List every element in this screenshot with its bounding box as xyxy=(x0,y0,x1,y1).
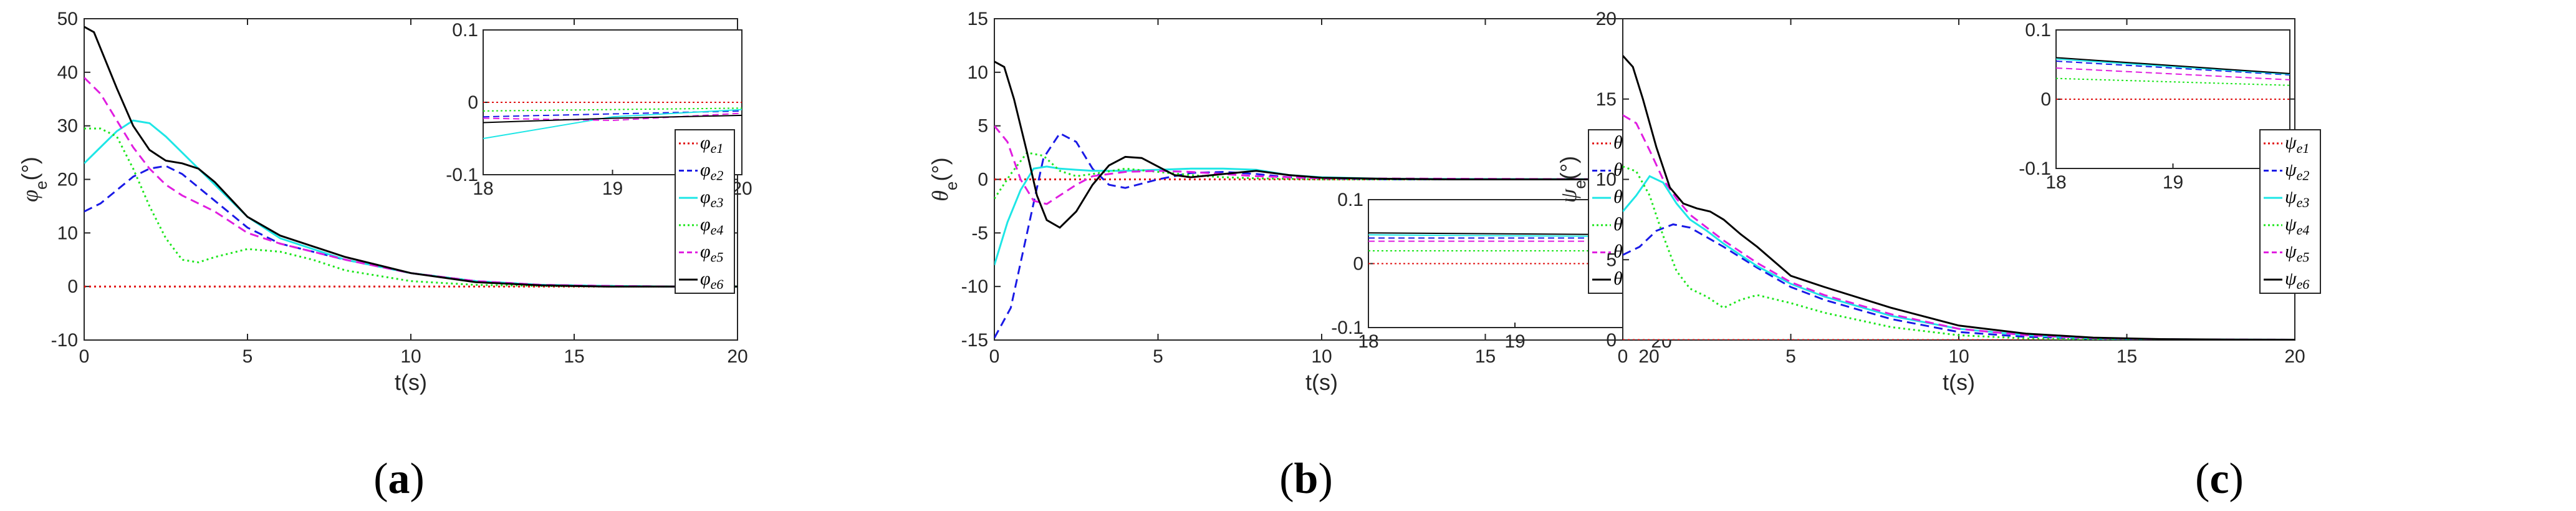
inset-y-tick-label: 0 xyxy=(2040,89,2051,110)
x-tick-label: 0 xyxy=(79,346,90,367)
series-line-e4 xyxy=(994,151,1649,200)
panel-caption: (c) xyxy=(2195,455,2244,503)
legend-entry-e1: φe1 xyxy=(700,132,723,156)
inset-x-tick-label: 19 xyxy=(2163,172,2183,193)
legend: φe1 φe2 φe3 φe4 φe5 φe6 xyxy=(675,129,735,294)
y-tick-label: 20 xyxy=(57,170,78,190)
x-tick-label: 10 xyxy=(400,346,421,367)
x-tick-label: 5 xyxy=(1785,346,1796,367)
panel-caption: (b) xyxy=(1279,455,1333,503)
inset-series-line-e4 xyxy=(483,107,742,112)
x-tick-label: 20 xyxy=(2284,346,2305,367)
legend-entry-e3: φe3 xyxy=(700,187,723,210)
panel-caption: (a) xyxy=(373,455,425,503)
inset-series-line-e6 xyxy=(483,114,742,124)
inset-x-tick-label: 18 xyxy=(473,178,493,199)
inset-area xyxy=(2055,29,2290,169)
inset-y-tick-label: 0.1 xyxy=(2025,20,2051,41)
x-axis-label: t(s) xyxy=(1943,369,1975,395)
inset-x-tick-label: 19 xyxy=(602,178,623,199)
legend-entry-e3: ψe3 xyxy=(2285,187,2309,210)
inset-y-tick-label: -0.1 xyxy=(1331,318,1363,338)
series-line-e6 xyxy=(994,61,1649,229)
x-tick-label: 0 xyxy=(989,346,1000,367)
legend-entry-e6: ψe6 xyxy=(2285,268,2309,292)
y-tick-label: 15 xyxy=(968,9,988,29)
inset-y-tick-label: 0 xyxy=(468,92,478,113)
inset-x-tick-label: 18 xyxy=(1358,331,1378,352)
inset-y-tick-label: 0.1 xyxy=(452,20,478,41)
inset-series-line-e5 xyxy=(483,112,742,122)
legend-entry-e4: φe4 xyxy=(700,214,723,238)
y-axis-label: φe(°) xyxy=(17,157,50,202)
inset-x-tick-label: 19 xyxy=(1504,331,1525,352)
legend: ψe1 ψe2 ψe3 ψe4 ψe5 ψe6 xyxy=(2259,129,2321,294)
inset-y-tick-label: -0.1 xyxy=(2019,158,2051,179)
series-line-e5 xyxy=(994,125,1649,205)
x-tick-label: 15 xyxy=(2117,346,2137,367)
inset-series-line-e6 xyxy=(2056,57,2290,74)
y-tick-label: 40 xyxy=(57,62,78,83)
y-tick-label: 15 xyxy=(1596,89,1617,110)
x-tick-label: 20 xyxy=(1638,346,1659,367)
chart-panel-c: 0 5 10 15 20 0 5 10 15 20 t(s) ψe(°) 18 19 20 -0.1 0 0.1 ψ… xyxy=(1555,9,2321,503)
y-tick-label: -5 xyxy=(971,223,988,243)
y-tick-label: 30 xyxy=(57,116,78,137)
inset-y-tick-label: 0.1 xyxy=(1337,190,1363,210)
legend-box xyxy=(2259,129,2321,294)
x-tick-label: 10 xyxy=(1311,346,1332,367)
inset-series-line-e5 xyxy=(2056,67,2290,80)
x-tick-label: 0 xyxy=(1618,346,1628,367)
y-tick-label: -10 xyxy=(961,276,988,297)
inset-series-line-e3 xyxy=(483,109,742,139)
y-tick-label: 20 xyxy=(1596,9,1617,29)
y-tick-label: 5 xyxy=(1606,250,1617,270)
x-tick-label: 5 xyxy=(1153,346,1163,367)
x-axis-label: t(s) xyxy=(395,369,427,395)
y-tick-label: 50 xyxy=(57,9,78,29)
x-tick-label: 10 xyxy=(1948,346,1969,367)
inset-y-tick-label: -0.1 xyxy=(446,165,478,185)
legend-box xyxy=(675,129,735,294)
y-axis-label: ψe(°) xyxy=(1555,156,1589,203)
y-tick-label: 0 xyxy=(67,276,78,297)
inset-series-line-e3 xyxy=(2056,58,2290,75)
x-tick-label: 5 xyxy=(243,346,253,367)
inset-x-tick-label: 18 xyxy=(2045,172,2066,193)
legend-entry-e5: ψe5 xyxy=(2285,241,2309,265)
y-tick-label: 0 xyxy=(978,170,988,190)
legend-entry-e6: φe6 xyxy=(700,268,723,292)
y-tick-label: 10 xyxy=(1596,170,1617,190)
legend-entry-e1: ψe1 xyxy=(2285,132,2309,156)
inset-series-line-e2 xyxy=(2056,61,2290,76)
legend-entry-e2: φe2 xyxy=(700,160,723,183)
inset-y-tick-label: 0 xyxy=(1353,254,1363,275)
series-line-e6 xyxy=(1623,55,2295,340)
y-tick-label: 0 xyxy=(1606,330,1617,351)
legend-entry-e2: ψe2 xyxy=(2285,160,2309,183)
y-tick-label: 10 xyxy=(57,223,78,243)
x-tick-label: 20 xyxy=(727,346,747,367)
series-line-e4 xyxy=(1623,165,2295,340)
x-tick-label: 15 xyxy=(564,346,584,367)
y-tick-label: 5 xyxy=(978,116,988,137)
x-axis-label: t(s) xyxy=(1305,369,1338,395)
legend-entry-e5: φe5 xyxy=(700,241,723,265)
y-tick-label: -15 xyxy=(961,330,988,351)
y-axis-label: θe(°) xyxy=(927,157,961,202)
chart-panel-b: 0 5 10 15 20 -15 -10 -5 0 5 10 15 t(s) θe(°) 18 19 20 -0.… xyxy=(927,9,1672,503)
x-tick-label: 15 xyxy=(1475,346,1496,367)
y-tick-label: 10 xyxy=(968,62,988,83)
legend-entry-e4: ψe4 xyxy=(2285,214,2309,238)
series-line-e6 xyxy=(84,26,738,288)
y-tick-label: -10 xyxy=(51,330,78,351)
